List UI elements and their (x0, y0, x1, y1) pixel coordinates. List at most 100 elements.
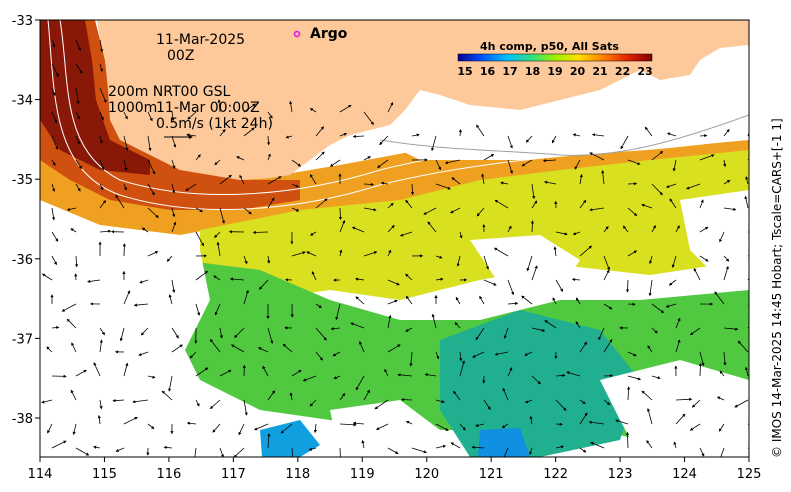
velocity-vector (187, 111, 197, 120)
velocity-vector (141, 227, 149, 233)
velocity-vector (216, 241, 221, 257)
velocity-vector (530, 220, 534, 233)
velocity-vector (47, 423, 53, 434)
velocity-vector (112, 399, 125, 403)
velocity-vector (363, 251, 378, 257)
velocity-vector (238, 423, 245, 436)
velocity-vector (51, 87, 56, 96)
velocity-vector (289, 392, 293, 401)
velocity-vector (75, 369, 87, 377)
velocity-vector (589, 207, 605, 212)
velocity-vector (699, 447, 705, 457)
velocity-vector (575, 297, 581, 305)
velocity-vector (627, 159, 641, 165)
velocity-vector (46, 346, 53, 353)
velocity-vector (459, 351, 463, 362)
velocity-vector (267, 153, 271, 161)
velocity-vector (531, 327, 546, 332)
velocity-vector (551, 135, 557, 144)
velocity-vector (291, 159, 302, 167)
velocity-vector (252, 230, 269, 235)
velocity-vector (648, 279, 653, 297)
velocity-vector (51, 440, 67, 449)
velocity-vector (405, 327, 413, 332)
velocity-vector (601, 170, 605, 185)
velocity-vector (435, 159, 441, 171)
x-tick-label: 124 (672, 467, 697, 482)
velocity-vector (449, 207, 461, 214)
velocity-vector (171, 183, 176, 194)
velocity-vector (603, 225, 609, 233)
velocity-vector (99, 339, 103, 353)
velocity-vector (41, 399, 53, 404)
velocity-vector (668, 279, 677, 286)
velocity-vector (66, 207, 77, 211)
velocity-vector (399, 231, 413, 237)
sst-cold-patch (260, 420, 320, 457)
velocity-vector (132, 399, 149, 404)
velocity-vector (455, 296, 461, 305)
velocity-vector (479, 295, 485, 305)
velocity-vector (411, 447, 427, 454)
velocity-vector (330, 327, 341, 331)
velocity-vector (649, 255, 653, 265)
velocity-vector (525, 135, 533, 143)
velocity-vector (75, 111, 80, 120)
velocity-vector (566, 371, 581, 377)
velocity-vector (267, 176, 282, 185)
velocity-vector (171, 207, 176, 218)
velocity-vector (459, 360, 466, 377)
velocity-vector (689, 327, 701, 336)
velocity-vector (138, 351, 149, 356)
velocity-vector (339, 249, 343, 257)
velocity-vector (243, 289, 249, 305)
velocity-vector (99, 399, 103, 410)
velocity-vector (51, 135, 59, 150)
velocity-vector (571, 277, 581, 282)
velocity-vector (651, 150, 664, 161)
velocity-vector (627, 351, 637, 357)
velocity-vector (123, 111, 128, 120)
velocity-vector (194, 447, 197, 457)
velocity-vector (507, 279, 515, 296)
velocity-vector (435, 399, 445, 404)
velocity-vector (51, 183, 56, 192)
velocity-vector (625, 279, 630, 293)
velocity-vector (387, 447, 399, 454)
velocity-vector (483, 279, 497, 286)
velocity-vector (476, 124, 485, 137)
velocity-vector (456, 255, 461, 267)
sst-cold-patch-2 (478, 428, 530, 457)
velocity-vector (744, 195, 749, 209)
velocity-vector (171, 111, 175, 122)
velocity-vector (267, 433, 271, 449)
velocity-vector (476, 207, 485, 217)
velocity-vector (651, 183, 663, 196)
velocity-vector (243, 399, 248, 416)
velocity-vector (483, 154, 495, 161)
velocity-vector (435, 255, 443, 259)
cloud-center (470, 235, 580, 290)
velocity-vector (219, 369, 232, 377)
velocity-vector (665, 303, 677, 308)
velocity-vector (333, 375, 341, 380)
velocity-vector (163, 445, 173, 450)
colorbar-tick-label: 16 (480, 65, 496, 78)
velocity-vector (93, 445, 101, 449)
velocity-vector (589, 152, 605, 161)
velocity-vector (544, 180, 557, 185)
velocity-vector (431, 313, 437, 329)
velocity-vector (75, 447, 90, 456)
velocity-vector (195, 367, 209, 377)
velocity-vector (355, 375, 365, 391)
velocity-vector (524, 351, 533, 356)
velocity-vector (526, 255, 533, 272)
velocity-vector (622, 225, 629, 233)
velocity-vector (123, 183, 127, 191)
colorbar-title: 4h comp, p50, All Sats (480, 40, 619, 53)
velocity-vector (99, 39, 104, 53)
x-tick-label: 119 (350, 467, 375, 482)
velocity-vector (689, 423, 701, 431)
y-tick-label: -37 (12, 332, 33, 347)
velocity-vector (329, 159, 341, 167)
